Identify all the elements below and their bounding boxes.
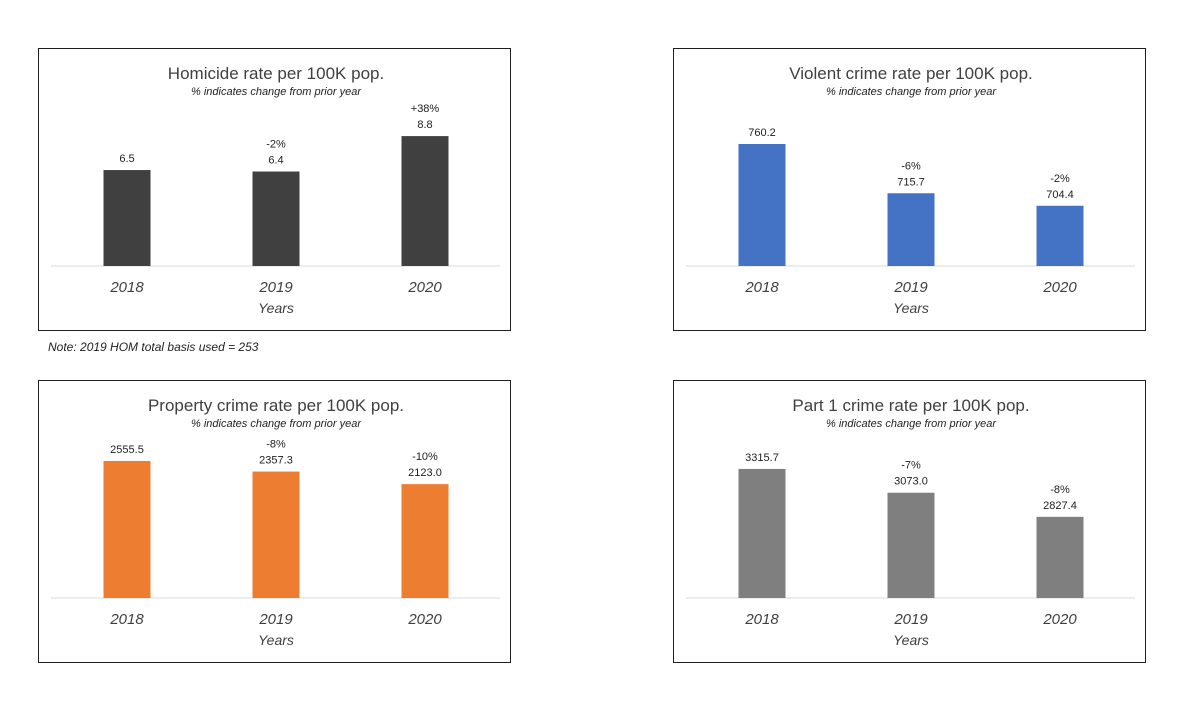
bar — [252, 171, 300, 266]
x-tick-label: 2018 — [109, 279, 144, 296]
bar — [887, 492, 935, 598]
bar — [103, 460, 151, 598]
chart-title: Violent crime rate per 100K pop. — [789, 64, 1033, 83]
data-label: 704.4 — [1046, 189, 1074, 201]
x-tick-label: 2020 — [407, 279, 442, 296]
chart-subtitle: % indicates change from prior year — [826, 86, 997, 98]
x-axis-title: Years — [893, 632, 929, 648]
part1-crime-chart: Part 1 crime rate per 100K pop. % indica… — [673, 380, 1146, 663]
x-tick-label: 2020 — [1042, 611, 1077, 628]
data-label: 6.4 — [268, 155, 283, 167]
data-label: 3315.7 — [745, 452, 779, 464]
homicide-chart-svg: Homicide rate per 100K pop. % indicates … — [51, 64, 500, 316]
data-label: 2555.5 — [110, 444, 144, 456]
chart-subtitle: % indicates change from prior year — [191, 86, 362, 98]
bar — [887, 193, 935, 266]
change-label: -2% — [1050, 173, 1070, 185]
bar — [738, 468, 786, 598]
x-tick-label: 2020 — [407, 611, 442, 628]
chart-title: Homicide rate per 100K pop. — [168, 64, 384, 83]
data-label: 2827.4 — [1043, 500, 1077, 512]
data-label: 715.7 — [897, 176, 925, 188]
chart-subtitle: % indicates change from prior year — [191, 418, 362, 430]
change-label: +38% — [411, 103, 440, 115]
data-label: 2123.0 — [408, 467, 442, 479]
x-tick-label: 2018 — [109, 611, 144, 628]
x-axis-title: Years — [258, 632, 294, 648]
bar — [738, 143, 786, 266]
violent-crime-chart: Violent crime rate per 100K pop. % indic… — [673, 48, 1146, 331]
violent-crime-chart-svg: Violent crime rate per 100K pop. % indic… — [686, 64, 1135, 316]
data-label: 2357.3 — [259, 455, 293, 467]
x-axis-title: Years — [893, 300, 929, 316]
chart-title: Part 1 crime rate per 100K pop. — [792, 396, 1029, 415]
x-tick-label: 2019 — [893, 279, 928, 296]
data-label: 6.5 — [119, 153, 134, 165]
property-crime-chart-svg: Property crime rate per 100K pop. % indi… — [51, 396, 500, 648]
x-tick-label: 2018 — [744, 279, 779, 296]
property-crime-chart: Property crime rate per 100K pop. % indi… — [38, 380, 511, 663]
x-tick-label: 2019 — [258, 611, 293, 628]
chart-subtitle: % indicates change from prior year — [826, 418, 997, 430]
x-tick-label: 2019 — [258, 279, 293, 296]
bar — [252, 471, 300, 598]
bar — [401, 136, 449, 266]
bar — [103, 170, 151, 266]
chart-title: Property crime rate per 100K pop. — [148, 396, 404, 415]
change-label: -6% — [901, 160, 921, 172]
x-tick-label: 2018 — [744, 611, 779, 628]
data-label: 760.2 — [748, 127, 776, 139]
footnote: Note: 2019 HOM total basis used = 253 — [48, 340, 259, 354]
change-label: -7% — [901, 460, 921, 472]
homicide-chart: Homicide rate per 100K pop. % indicates … — [38, 48, 511, 331]
bar — [401, 484, 449, 598]
change-label: -2% — [266, 139, 286, 151]
change-label: -10% — [412, 451, 438, 463]
x-tick-label: 2019 — [893, 611, 928, 628]
change-label: -8% — [1050, 484, 1070, 496]
data-label: 3073.0 — [894, 476, 928, 488]
data-label: 8.8 — [417, 119, 432, 131]
x-axis-title: Years — [258, 300, 294, 316]
part1-crime-chart-svg: Part 1 crime rate per 100K pop. % indica… — [686, 396, 1135, 648]
bar — [1036, 205, 1084, 266]
change-label: -8% — [266, 439, 286, 451]
x-tick-label: 2020 — [1042, 279, 1077, 296]
bar — [1036, 516, 1084, 598]
